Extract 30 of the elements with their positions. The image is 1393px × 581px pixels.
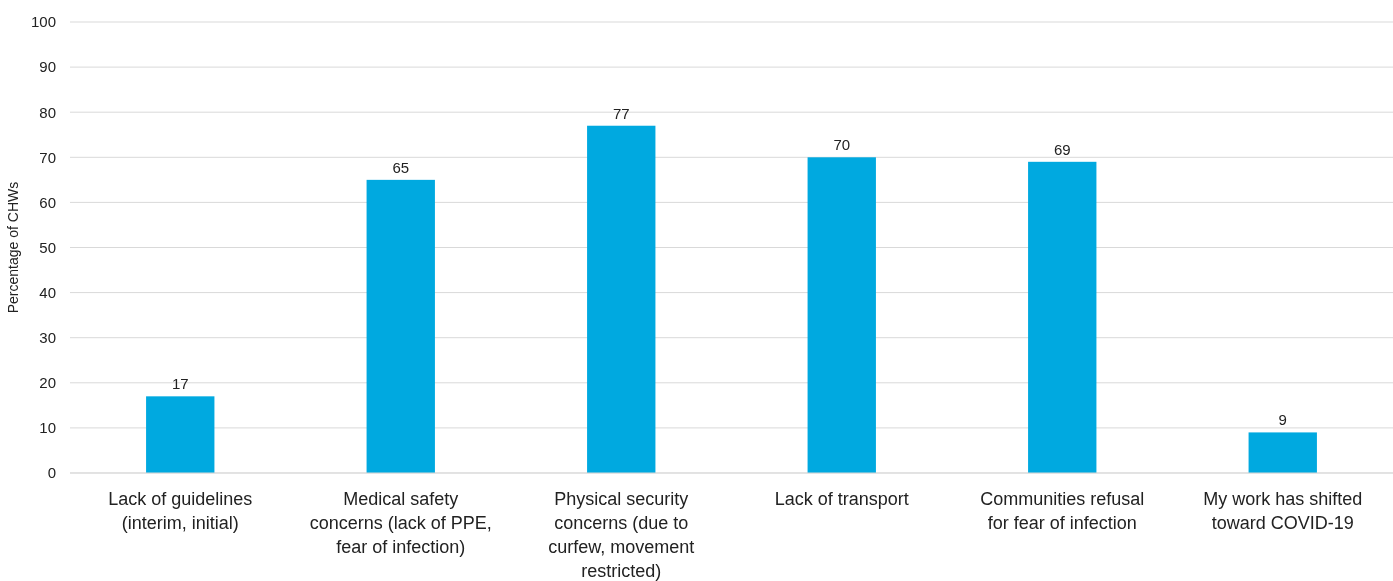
bar — [807, 157, 876, 473]
x-tick-label: Physical security concerns (due to curfew, movement restricted) — [548, 489, 695, 581]
data-label: 70 — [833, 136, 851, 154]
y-tick-label: 80 — [39, 103, 56, 121]
x-tick-label: Medical safety concerns (lack of PPE, fear of infection) — [309, 489, 492, 557]
data-label: 17 — [171, 375, 189, 393]
y-tick-label: 100 — [30, 13, 56, 31]
bar — [1028, 161, 1097, 473]
y-tick-label: 60 — [39, 193, 56, 211]
x-tick-label: Communities refusal for fear of infection — [980, 489, 1145, 533]
data-label: 69 — [1053, 140, 1071, 158]
data-label: 9 — [1278, 411, 1287, 429]
y-tick-label: 50 — [39, 238, 56, 256]
data-label: 65 — [392, 158, 410, 176]
y-tick-label: 40 — [39, 283, 56, 301]
y-tick-label: 10 — [39, 419, 56, 437]
y-tick-label: 70 — [39, 148, 56, 166]
bar — [587, 125, 656, 473]
bar — [1248, 432, 1317, 473]
x-tick-label: Lack of guidelines (interim, initial) — [108, 489, 253, 533]
data-label: 77 — [612, 104, 630, 122]
y-tick-label: 0 — [47, 464, 56, 482]
y-tick-label: 30 — [39, 329, 56, 346]
bar — [146, 396, 215, 473]
y-axis-title: Percentage of CHWs — [5, 181, 21, 314]
y-tick-label: 90 — [39, 58, 56, 76]
x-tick-label: Lack of transport — [774, 489, 909, 509]
y-tick-label: 20 — [39, 374, 56, 392]
bar — [366, 179, 435, 473]
x-tick-label: My work has shifted toward COVID-19 — [1203, 489, 1363, 533]
